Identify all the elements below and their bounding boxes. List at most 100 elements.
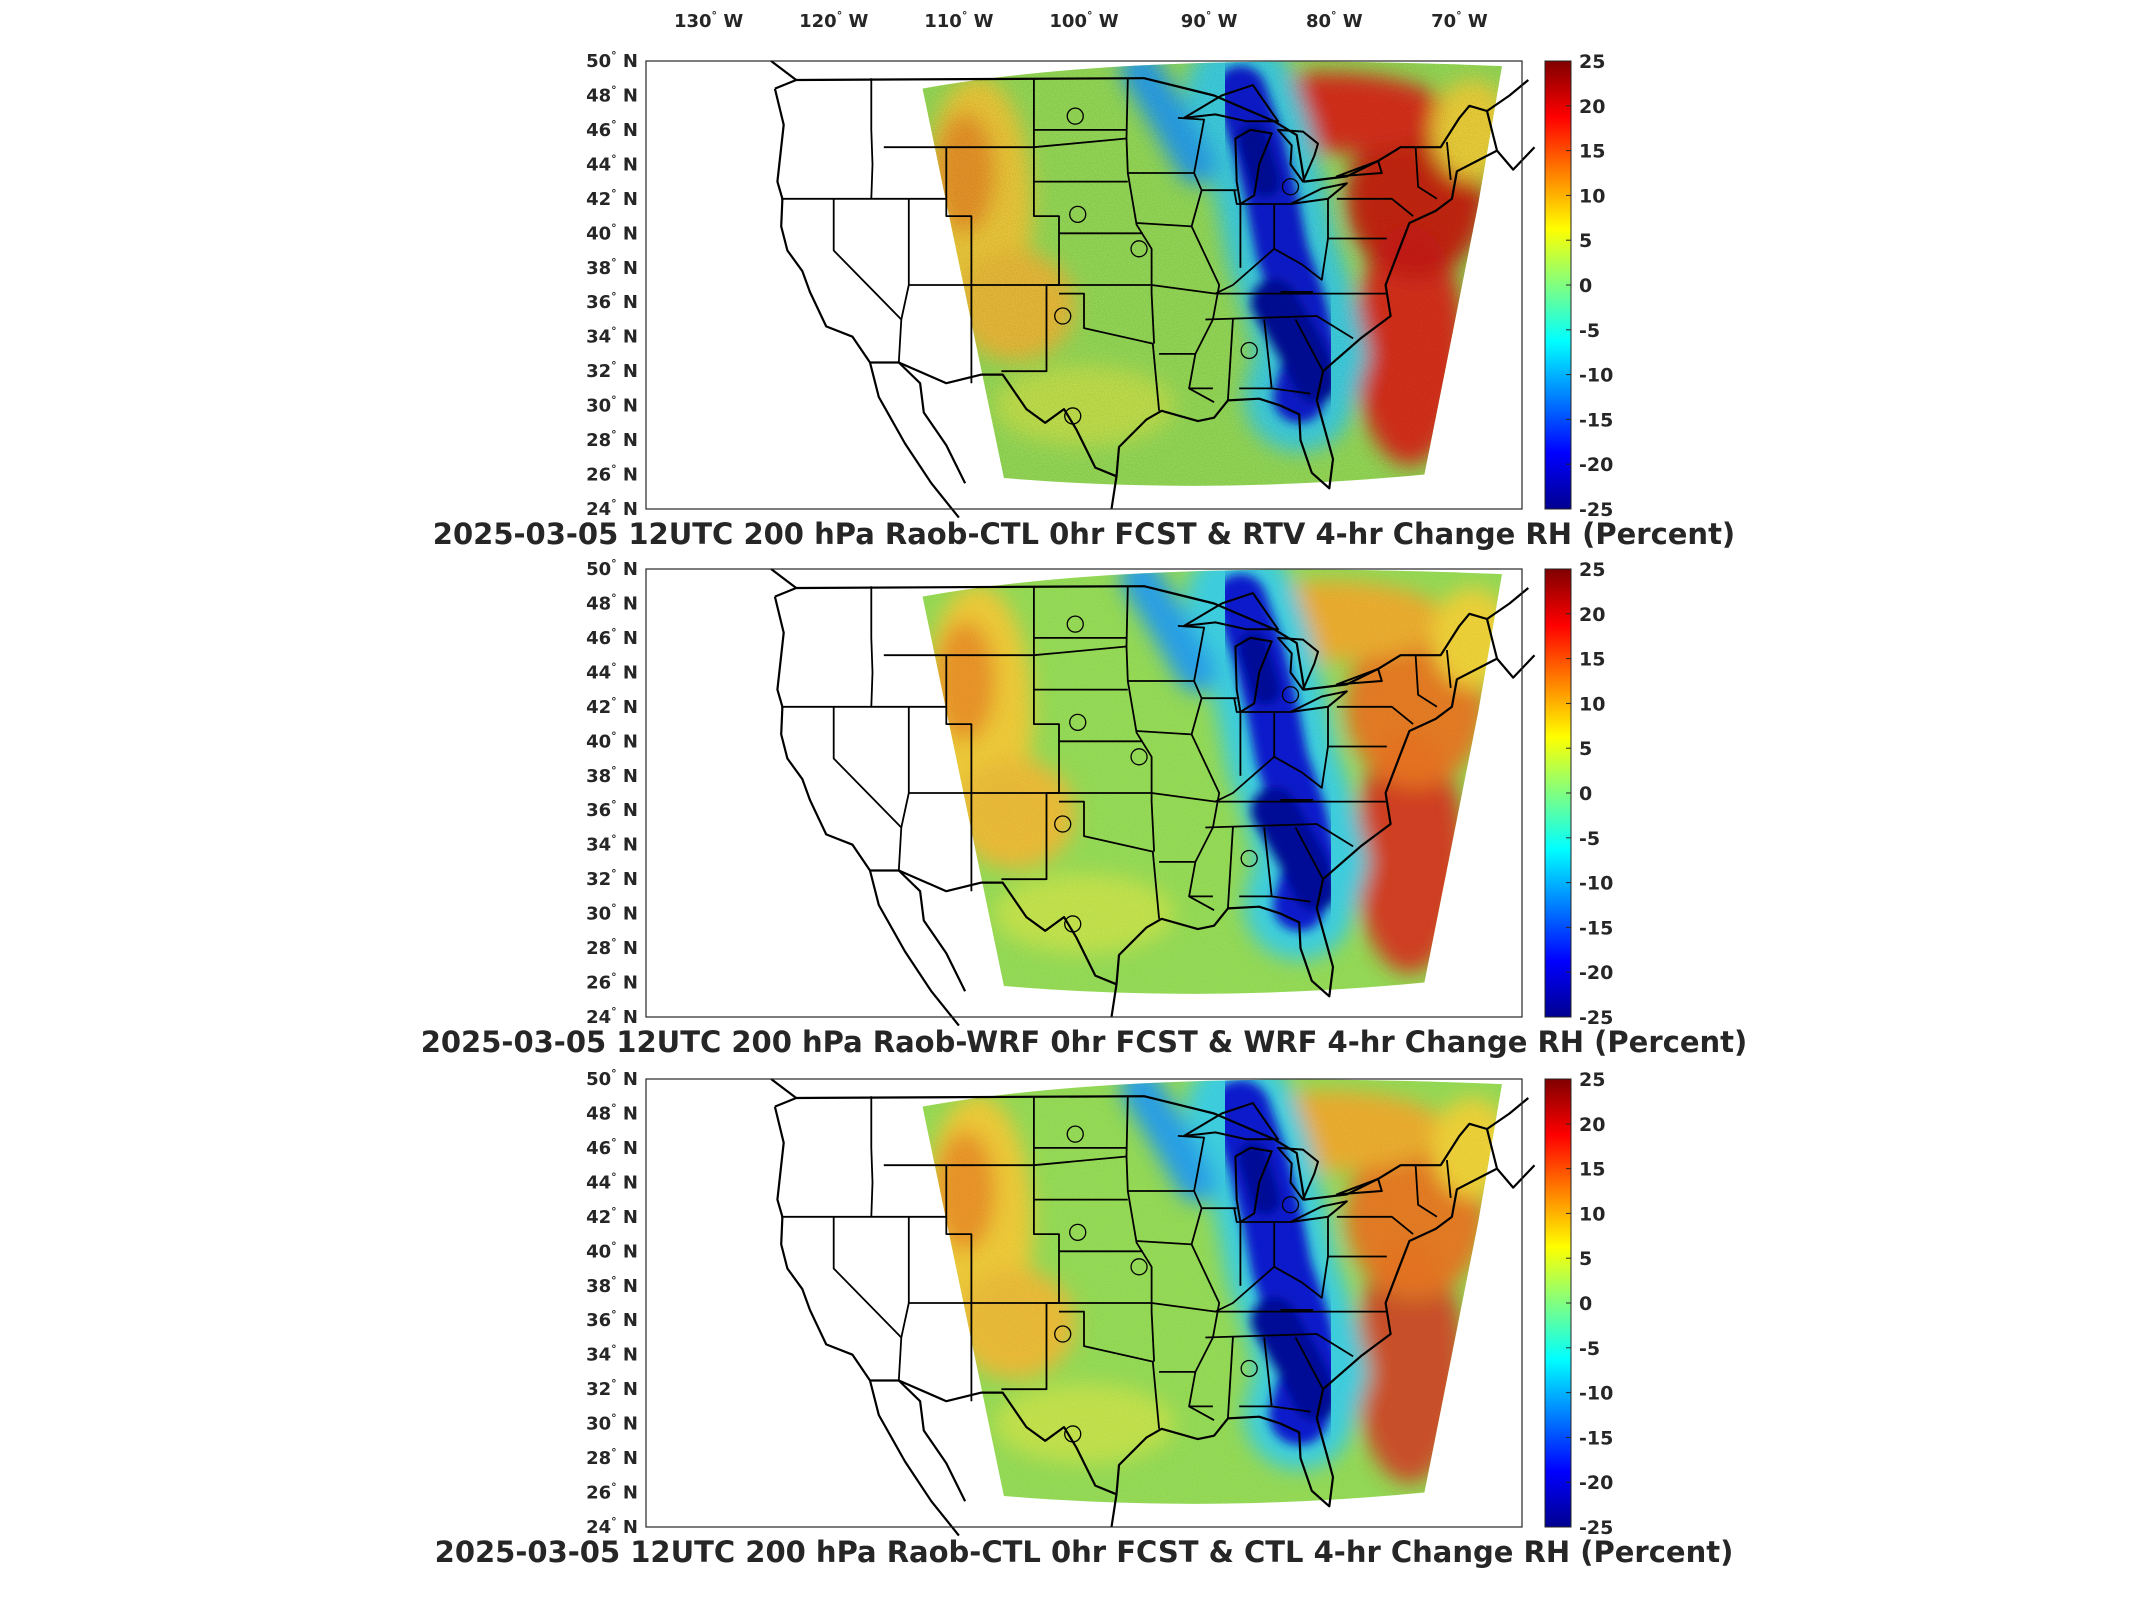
latitude-labels: 50° N 48° N 46° N 44° N 42° N 40° N 38° N 36° N… [586, 557, 638, 1028]
raob-station-marker [1281, 178, 1300, 196]
lon-label-110: 110° W [924, 9, 993, 32]
map-panel-2: 50° N 48° N 46° N 44° N 42° N 40° N 38° N 36° N… [421, 557, 1748, 1059]
lat-label-46: 46° N [586, 1136, 638, 1159]
lat-label-34: 34° N [586, 833, 638, 856]
map-panel-1: 50° N 48° N 46° N 44° N 42° N 40° N 38° N 36° N… [433, 49, 1735, 551]
lat-label-50: 50° N [586, 557, 638, 580]
map-frame [645, 1078, 1523, 1528]
raob-station-marker [1069, 1223, 1087, 1242]
lat-label-44: 44° N [586, 1170, 638, 1193]
lat-label-46: 46° N [586, 626, 638, 649]
raob-station-marker [1066, 1125, 1084, 1143]
lon-label-100: 100° W [1049, 9, 1118, 32]
map-frame [645, 568, 1523, 1018]
colorbar-tick-label: -25 [1579, 1517, 1613, 1539]
colorbar-tick-label: -15 [1579, 409, 1613, 431]
lat-label-24: 24° N [586, 497, 638, 520]
lat-label-28: 28° N [586, 1446, 638, 1469]
colorbar-tick-label: -20 [1579, 962, 1613, 984]
map-panel-3: 50° N 48° N 46° N 44° N 42° N 40° N 38° N 36° N… [435, 1067, 1734, 1569]
colorbar-tick-label: -15 [1579, 1427, 1613, 1449]
lat-label-50: 50° N [586, 1067, 638, 1090]
lat-label-46: 46° N [586, 118, 638, 141]
lat-label-34: 34° N [586, 1343, 638, 1366]
colorbar-tick-label: 15 [1579, 141, 1605, 163]
lat-label-26: 26° N [586, 1481, 638, 1504]
raob-station-marker [1281, 686, 1300, 704]
colorbar: 25 20 15 10 5 0 -5 -10 -15 -20 -25 [1544, 51, 1613, 521]
colorbar-tick-label: 15 [1579, 649, 1605, 671]
panel-title: 2025-03-05 12UTC 200 hPa Raob-CTL 0hr FC… [433, 517, 1735, 551]
raob-station-marker [1130, 1258, 1148, 1276]
raob-station-marker [1069, 713, 1087, 732]
lat-label-42: 42° N [586, 187, 638, 210]
lat-label-32: 32° N [586, 867, 638, 890]
raob-station-marker [1064, 407, 1082, 425]
colorbar-tick-label: 25 [1579, 1069, 1605, 1091]
lon-label-90: 90° W [1181, 9, 1238, 32]
lat-label-48: 48° N [586, 1101, 638, 1124]
lat-label-50: 50° N [586, 49, 638, 72]
colorbar-tick-label: 25 [1579, 559, 1605, 581]
colorbar-tick-label: -10 [1579, 1383, 1613, 1405]
raob-station-marker [1054, 307, 1072, 325]
lon-label-80: 80° W [1306, 9, 1363, 32]
lat-label-40: 40° N [586, 1239, 638, 1262]
coastline-and-borders [770, 568, 1536, 1027]
lat-label-34: 34° N [586, 325, 638, 348]
colorbar-tick-label: 0 [1579, 783, 1592, 805]
lat-label-38: 38° N [586, 256, 638, 279]
raob-station-marker [1069, 205, 1087, 224]
lat-label-30: 30° N [586, 1412, 638, 1435]
colorbar-tick-label: 0 [1579, 275, 1592, 297]
lat-label-36: 36° N [586, 798, 638, 821]
lon-label-70: 70° W [1431, 9, 1488, 32]
longitude-labels: 130° W 120° W 110° W 100° W 90° W 80° W 70° W [674, 9, 1488, 32]
lat-label-30: 30° N [586, 394, 638, 417]
colorbar: 25 20 15 10 5 0 -5 -10 -15 -20 -25 [1544, 559, 1613, 1029]
lat-label-24: 24° N [586, 1515, 638, 1538]
raob-station-marker [1054, 815, 1072, 833]
latitude-labels: 50° N 48° N 46° N 44° N 42° N 40° N 38° N 36° N… [586, 49, 638, 520]
lat-label-32: 32° N [586, 359, 638, 382]
raob-station-marker [1130, 240, 1148, 258]
lon-label-120: 120° W [799, 9, 868, 32]
colorbar-tick-label: -10 [1579, 873, 1613, 895]
raob-station-marker [1240, 849, 1258, 868]
colorbar-tick-label: -15 [1579, 917, 1613, 939]
lat-label-38: 38° N [586, 1274, 638, 1297]
lon-label-130: 130° W [674, 9, 743, 32]
lat-label-36: 36° N [586, 290, 638, 313]
raob-station-marker [1240, 1359, 1258, 1378]
lat-label-48: 48° N [586, 83, 638, 106]
colorbar-tick-label: 25 [1579, 51, 1605, 73]
colorbar-tick-label: -25 [1579, 499, 1613, 521]
raob-stations [1054, 1125, 1300, 1443]
colorbar-tick-label: 10 [1579, 693, 1605, 715]
latitude-labels: 50° N 48° N 46° N 44° N 42° N 40° N 38° N 36° N… [586, 1067, 638, 1538]
colorbar-tick-label: 10 [1579, 185, 1605, 207]
raob-station-marker [1066, 107, 1084, 125]
colorbar-tick-label: -5 [1579, 320, 1600, 342]
rh-change-field [922, 61, 1502, 486]
lat-label-38: 38° N [586, 764, 638, 787]
colorbar-tick-label: 10 [1579, 1203, 1605, 1225]
colorbar-tick-label: 20 [1579, 604, 1605, 626]
colorbar-tick-label: -5 [1579, 828, 1600, 850]
lat-label-44: 44° N [586, 152, 638, 175]
map-frame [645, 60, 1523, 510]
lat-label-42: 42° N [586, 695, 638, 718]
lat-label-42: 42° N [586, 1205, 638, 1228]
colorbar-tick-label: -20 [1579, 1472, 1613, 1494]
panels-container: 50° N 48° N 46° N 44° N 42° N 40° N 38° N 36° N… [421, 49, 1748, 1569]
lat-label-48: 48° N [586, 591, 638, 614]
lat-label-36: 36° N [586, 1308, 638, 1331]
raob-station-marker [1240, 341, 1258, 360]
lat-label-30: 30° N [586, 902, 638, 925]
lat-label-40: 40° N [586, 729, 638, 752]
colorbar-tick-label: 15 [1579, 1159, 1605, 1181]
coastline-and-borders [770, 1078, 1536, 1537]
colorbar-tick-label: 0 [1579, 1293, 1592, 1315]
panel-title: 2025-03-05 12UTC 200 hPa Raob-WRF 0hr FC… [421, 1025, 1748, 1059]
